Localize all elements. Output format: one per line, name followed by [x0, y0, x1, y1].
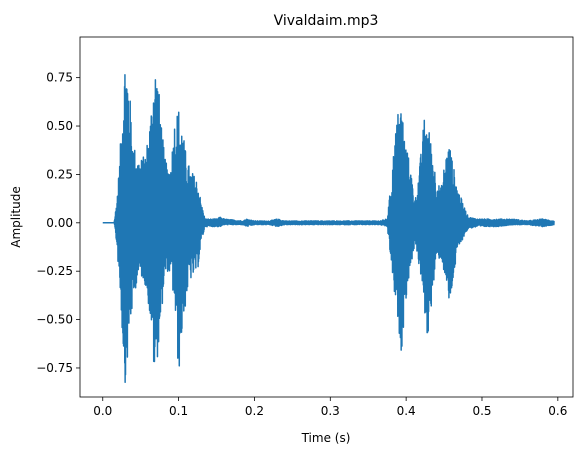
plot-area	[102, 73, 555, 384]
x-tick-label: 0.2	[245, 404, 264, 418]
axes: 0.0 0.1 0.2 0.3 0.4 0.5 0.6 −0.75 −0.50 −0.25 0.00…	[36, 36, 574, 418]
y-tick-label: −0.75	[36, 361, 73, 375]
x-tick-label: 0.4	[397, 404, 416, 418]
y-axis-label: Amplitude	[9, 186, 23, 248]
x-axis-label: Time (s)	[301, 431, 351, 445]
y-tick-label: −0.50	[36, 313, 73, 327]
x-tick-label: 0.6	[548, 404, 567, 418]
axes-frame	[79, 36, 574, 398]
y-tick-label: 0.25	[46, 167, 73, 181]
waveform-line	[102, 73, 555, 384]
x-tick-label: 0.3	[321, 404, 340, 418]
y-tick-label: 0.00	[46, 216, 73, 230]
chart-title: Vivaldaim.mp3	[274, 13, 379, 29]
y-tick-label: 0.50	[46, 119, 73, 133]
x-tick-label: 0.1	[169, 404, 188, 418]
y-tick-label: 0.75	[46, 71, 73, 85]
y-tick-label: −0.25	[36, 264, 73, 278]
x-tick-label: 0.5	[472, 404, 491, 418]
x-tick-label: 0.0	[93, 404, 112, 418]
